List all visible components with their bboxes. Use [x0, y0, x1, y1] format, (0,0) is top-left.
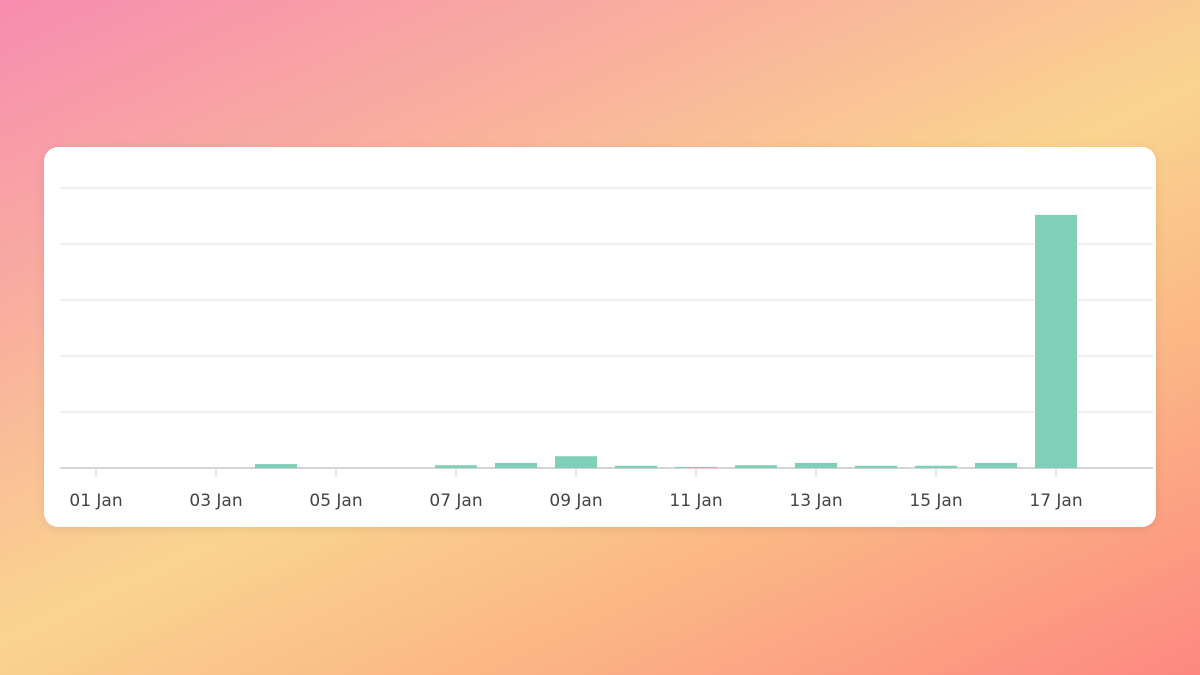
bar [1035, 214, 1077, 468]
x-tick-label: 15 Jan [909, 491, 962, 511]
bar [735, 465, 777, 468]
x-tick-label: 03 Jan [189, 491, 242, 511]
x-tick-label: 13 Jan [789, 491, 842, 511]
bar [435, 465, 477, 468]
chart-card [44, 147, 1156, 527]
bar [795, 462, 837, 468]
bar [855, 465, 897, 468]
x-tick-label: 09 Jan [549, 491, 602, 511]
bar [555, 456, 597, 468]
x-tick-label: 17 Jan [1029, 491, 1082, 511]
bar [975, 462, 1017, 468]
bar [255, 464, 297, 468]
bar [615, 465, 657, 468]
bar [675, 466, 717, 468]
bar [495, 462, 537, 468]
x-tick-label: 07 Jan [429, 491, 482, 511]
x-tick-label: 01 Jan [69, 491, 122, 511]
x-tick-label: 11 Jan [669, 491, 722, 511]
bar [915, 465, 957, 468]
x-tick-label: 05 Jan [309, 491, 362, 511]
